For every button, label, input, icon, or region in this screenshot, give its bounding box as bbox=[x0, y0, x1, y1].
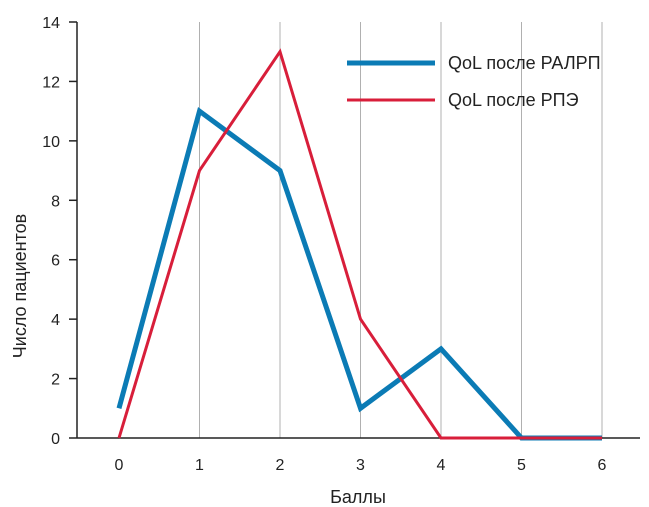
y-tick-label: 6 bbox=[51, 253, 60, 270]
y-tick-label: 8 bbox=[51, 193, 60, 210]
x-tick-label: 5 bbox=[517, 457, 526, 474]
x-tick-label: 4 bbox=[437, 457, 446, 474]
legend: QoL после РАЛРП QoL после РПЭ bbox=[347, 53, 601, 110]
x-ticks: 0 1 2 3 4 5 6 bbox=[115, 457, 607, 474]
y-tick-label: 0 bbox=[51, 431, 60, 448]
x-axis-title: Баллы bbox=[330, 487, 386, 507]
x-tick-label: 6 bbox=[598, 457, 607, 474]
legend-label-rpe: QoL после РПЭ bbox=[448, 90, 579, 110]
y-tick-label: 12 bbox=[42, 74, 60, 91]
y-tick-label: 14 bbox=[42, 15, 60, 32]
x-tick-label: 2 bbox=[276, 457, 285, 474]
x-tick-label: 3 bbox=[356, 457, 365, 474]
axes bbox=[77, 22, 640, 438]
y-tick-label: 2 bbox=[51, 372, 60, 389]
legend-label-ralrp: QoL после РАЛРП bbox=[448, 53, 601, 73]
x-tick-label: 1 bbox=[195, 457, 204, 474]
y-tick-label: 4 bbox=[51, 312, 60, 329]
y-axis-title: Число пациентов bbox=[10, 214, 30, 358]
y-ticks: 0 2 4 6 8 10 12 14 bbox=[42, 15, 77, 448]
y-tick-label: 10 bbox=[42, 134, 60, 151]
x-tick-label: 0 bbox=[115, 457, 124, 474]
